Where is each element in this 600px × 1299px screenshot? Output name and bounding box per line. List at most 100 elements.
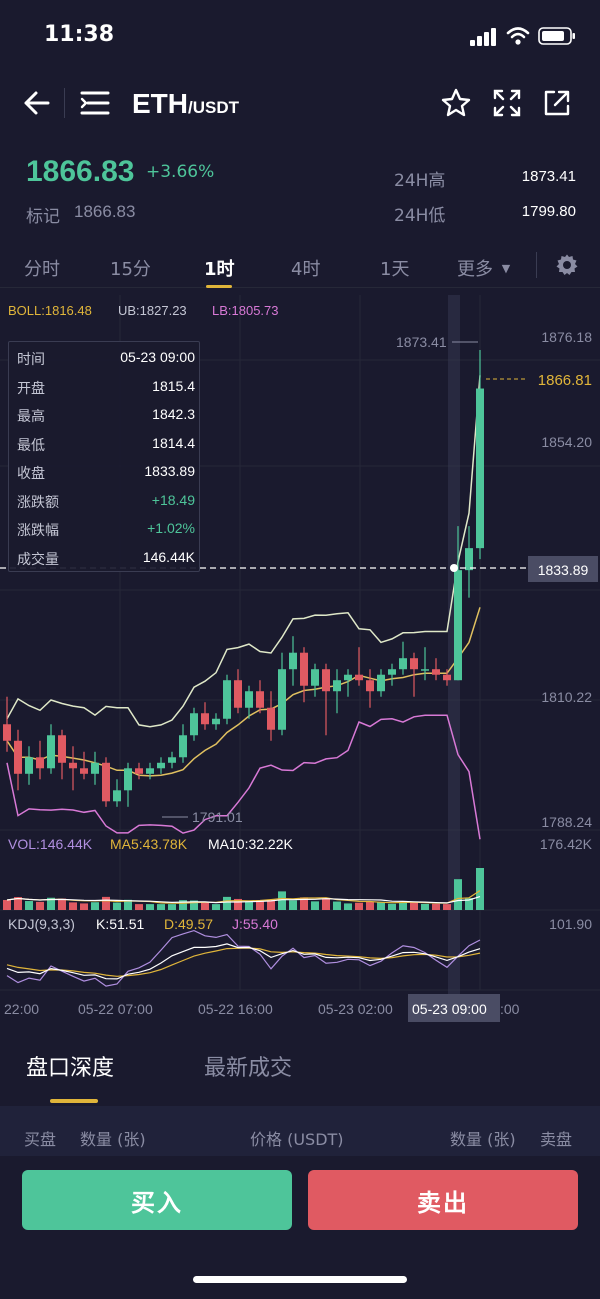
ohlc-value: +1.02% (147, 520, 195, 536)
volume-bar (322, 898, 330, 910)
boll-lb-label: LB:1805.73 (212, 303, 279, 318)
volume-bar (399, 902, 407, 910)
candle-body (14, 740, 22, 774)
kdj-lines (6, 929, 481, 987)
tab-1day[interactable]: 1天 (380, 259, 410, 280)
candle-body (212, 718, 220, 725)
volume-bar (157, 904, 165, 910)
candle-body (388, 669, 396, 675)
share-icon[interactable] (542, 88, 572, 118)
volume-bar (113, 902, 121, 910)
ohlc-key: 开盘 (17, 380, 45, 397)
candle-body (465, 548, 473, 571)
crosshair-dot (450, 564, 458, 572)
volume-bars (3, 868, 484, 910)
kdj-k-line (6, 943, 481, 980)
ma10-legend: MA10:32.22K (208, 836, 293, 852)
candle-body (3, 724, 11, 741)
battery-icon (538, 27, 575, 45)
time-axis-label: 05-23 02:00 (318, 1001, 393, 1017)
tab-latest-trades[interactable]: 最新成交 (204, 1056, 293, 1081)
candle-body (36, 757, 44, 769)
volume-bar (223, 896, 231, 910)
status-time: 11:38 (44, 22, 115, 47)
ohlc-key: 涨跌额 (17, 494, 59, 511)
time-axis-label: 22:00 (4, 1001, 39, 1017)
candle-body (366, 680, 374, 692)
gear-icon[interactable] (555, 253, 579, 277)
candle-body (333, 680, 341, 692)
boll-ub-label: UB:1827.23 (118, 303, 187, 318)
active-tab-indicator (206, 285, 232, 288)
col-qty-left: 数量 (张) (80, 1130, 146, 1149)
buy-button[interactable]: 买入 (22, 1170, 292, 1230)
volume-bar (190, 900, 198, 910)
candle-body (311, 669, 319, 686)
ma5-legend: MA5:43.78K (110, 836, 188, 852)
sell-button[interactable]: 卖出 (308, 1170, 578, 1230)
volume-bar (234, 898, 242, 910)
chevron-down-icon: ▼ (501, 262, 511, 275)
signal-icon (470, 28, 496, 46)
high-24h-label: 24H高 (394, 171, 446, 191)
volume-bar (135, 904, 143, 910)
volume-bar (333, 901, 341, 910)
tabs-divider (536, 252, 537, 278)
volume-bar (432, 903, 440, 910)
boll-lines (6, 375, 481, 840)
col-bid: 买盘 (24, 1130, 57, 1149)
volume-bar (465, 898, 473, 910)
header-divider (64, 88, 65, 118)
back-arrow-icon[interactable] (22, 90, 50, 116)
volume-bar (58, 898, 66, 910)
tab-4hour[interactable]: 4时 (291, 259, 321, 280)
candle-body (278, 669, 286, 730)
tab-15min[interactable]: 15分 (110, 259, 151, 280)
candle-body (399, 658, 407, 670)
col-qty-right: 数量 (张) (450, 1130, 516, 1149)
time-axis-label: :00 (500, 1001, 520, 1017)
pair-base: ETH (132, 88, 188, 119)
tab-more[interactable]: 更多 ▼ (457, 255, 511, 281)
volume-bar (366, 901, 374, 910)
candle-body (91, 762, 99, 774)
kline-chart[interactable]: BOLL:1816.48 UB:1827.23 LB:1805.73 1876.… (0, 290, 600, 1030)
pair-quote: /USDT (188, 98, 239, 117)
ohlc-row: 时间 05-23 09:00 (9, 344, 201, 372)
volume-bar (454, 879, 462, 910)
ohlc-key: 最高 (17, 409, 45, 425)
menu-icon[interactable] (80, 90, 110, 116)
low-24h-value: 1799.80 (521, 203, 576, 220)
boll-upper-line (6, 375, 481, 728)
high-marker-label: 1873.41 (396, 334, 447, 350)
order-book-header (0, 1106, 600, 1156)
ohlc-row: 收盘 1833.89 (9, 458, 201, 486)
volume-bar (344, 903, 352, 910)
ohlc-row: 涨跌额 +18.49 (9, 487, 201, 515)
tab-1hour[interactable]: 1时 (204, 259, 235, 280)
volume-bar (146, 904, 154, 910)
candle-body (179, 735, 187, 758)
volume-bar (410, 901, 418, 910)
tab-order-depth[interactable]: 盘口深度 (26, 1056, 115, 1081)
tab-more-label: 更多 (457, 259, 493, 280)
candle-body (443, 674, 451, 681)
price-axis-label: 1788.24 (541, 814, 592, 830)
last-price: 1866.83 (26, 155, 135, 188)
candle-body (245, 691, 253, 708)
ohlc-row: 成交量 146.44K (9, 544, 201, 572)
wifi-icon (506, 27, 530, 45)
candle-body (168, 757, 176, 763)
price-change-pct: +3.66% (146, 162, 215, 182)
kdj-legend: KDJ(9,3,3) (8, 916, 75, 932)
tab-time-sharing[interactable]: 分时 (24, 259, 60, 280)
vol-axis-label: 176.42K (540, 836, 593, 852)
volume-bar (14, 897, 22, 910)
candle-body (69, 762, 77, 769)
status-bar: 11:38 (0, 0, 600, 72)
trading-pair[interactable]: ETH/USDT (132, 88, 239, 120)
star-icon[interactable] (440, 87, 472, 119)
ohlc-value: 1815.4 (152, 377, 195, 394)
fullscreen-icon[interactable] (492, 88, 522, 118)
candle-body (267, 707, 275, 730)
